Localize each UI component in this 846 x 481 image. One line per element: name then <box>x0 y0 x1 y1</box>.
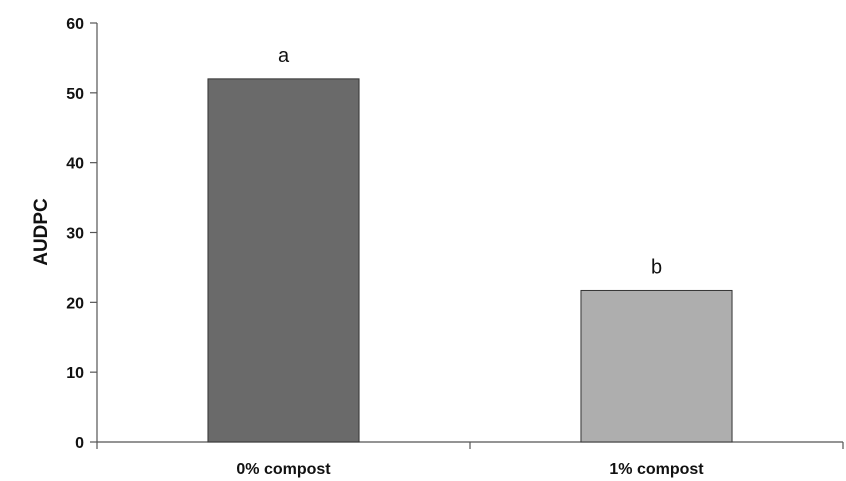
x-axis: 0% compost 1% compost <box>96 441 844 478</box>
y-tick-label: 0 <box>75 435 84 452</box>
y-tick-label: 50 <box>66 86 84 103</box>
y-tick-label: 60 <box>66 16 84 33</box>
bar <box>580 289 733 443</box>
significance-label: a <box>278 45 290 67</box>
y-tick-label: 40 <box>66 156 84 173</box>
significance-label: b <box>651 256 662 278</box>
y-tick-label: 20 <box>66 295 84 312</box>
bars <box>207 78 733 443</box>
y-tick-label: 10 <box>66 365 84 382</box>
x-tick-label: 1% compost <box>609 461 704 478</box>
x-tick-label: 0% compost <box>236 461 331 478</box>
bar <box>207 78 360 443</box>
y-axis: 0 10 20 30 40 50 60 <box>66 16 98 452</box>
data-labels: ab <box>278 45 662 279</box>
y-tick-label: 30 <box>66 226 84 243</box>
y-axis-title: AUDPC <box>31 198 52 266</box>
